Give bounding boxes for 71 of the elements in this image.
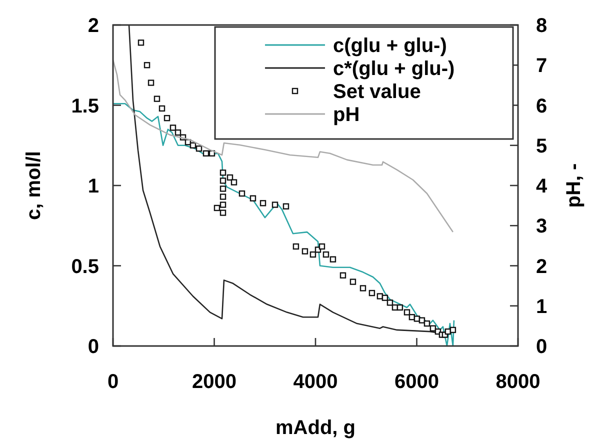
point [424, 320, 430, 327]
y2-tick-label: 3 [536, 216, 548, 238]
point [174, 129, 182, 136]
point [292, 243, 300, 250]
point [170, 124, 176, 131]
point [220, 210, 226, 216]
y2-tick-label: 8 [536, 15, 548, 37]
point [386, 300, 394, 306]
point [450, 326, 456, 334]
x-tick-label: 2000 [192, 371, 236, 393]
point [230, 179, 238, 186]
legend-label: c(glu + glu-) [333, 35, 447, 57]
x-tick-label: 6000 [394, 371, 439, 393]
y-tick-label: 1 [88, 176, 99, 198]
point [368, 290, 376, 296]
y-tick-label: 2 [88, 15, 99, 37]
point [282, 203, 290, 210]
x-tick-label: 4000 [293, 371, 338, 393]
point [250, 195, 256, 202]
point [396, 304, 404, 311]
line-series [112, 102, 455, 347]
legend-label: Set value [333, 81, 421, 103]
y2-axis-title: pH, - [563, 163, 585, 208]
point [158, 105, 166, 112]
x-axis-title: mAdd, g [276, 417, 356, 439]
point [214, 204, 220, 212]
point [404, 309, 410, 316]
point [310, 251, 316, 258]
y-axis-title: c, mol/l [23, 151, 45, 220]
point [220, 186, 226, 192]
point [138, 40, 144, 46]
point [202, 150, 210, 156]
point [272, 202, 278, 208]
x-tick-label: 8000 [496, 371, 540, 393]
point [376, 293, 384, 300]
point [418, 317, 426, 324]
point [196, 145, 202, 152]
point [302, 248, 308, 254]
point [340, 272, 346, 278]
point [220, 170, 226, 176]
point [350, 278, 356, 285]
point [154, 96, 160, 102]
y2-tick-label: 2 [536, 256, 548, 278]
legend-label: c*(glu + glu-) [333, 58, 455, 80]
y-tick-label: 0 [88, 336, 99, 358]
point [330, 256, 336, 262]
point [148, 80, 154, 86]
y2-tick-label: 5 [536, 135, 548, 158]
y2-tick-label: 6 [536, 95, 548, 118]
y2-tick-label: 7 [536, 55, 548, 78]
point [144, 62, 150, 68]
point [220, 194, 226, 200]
y2-tick-label: 1 [536, 296, 548, 318]
line-series [112, 59, 454, 233]
y2-tick-label: 4 [536, 176, 548, 198]
legend-label: pH [333, 104, 360, 126]
point [430, 325, 436, 332]
point [322, 251, 330, 258]
point [360, 285, 366, 292]
y-tick-label: 0.5 [71, 256, 99, 278]
point [318, 243, 326, 250]
point [382, 294, 388, 301]
y2-tick-label: 0 [536, 336, 548, 358]
point [260, 200, 266, 206]
point [164, 114, 170, 122]
point [238, 190, 246, 197]
point [220, 178, 226, 184]
point [220, 202, 226, 208]
x-tick-label: 0 [107, 371, 119, 393]
y-tick-label: 1.5 [71, 95, 99, 118]
point [190, 142, 196, 148]
